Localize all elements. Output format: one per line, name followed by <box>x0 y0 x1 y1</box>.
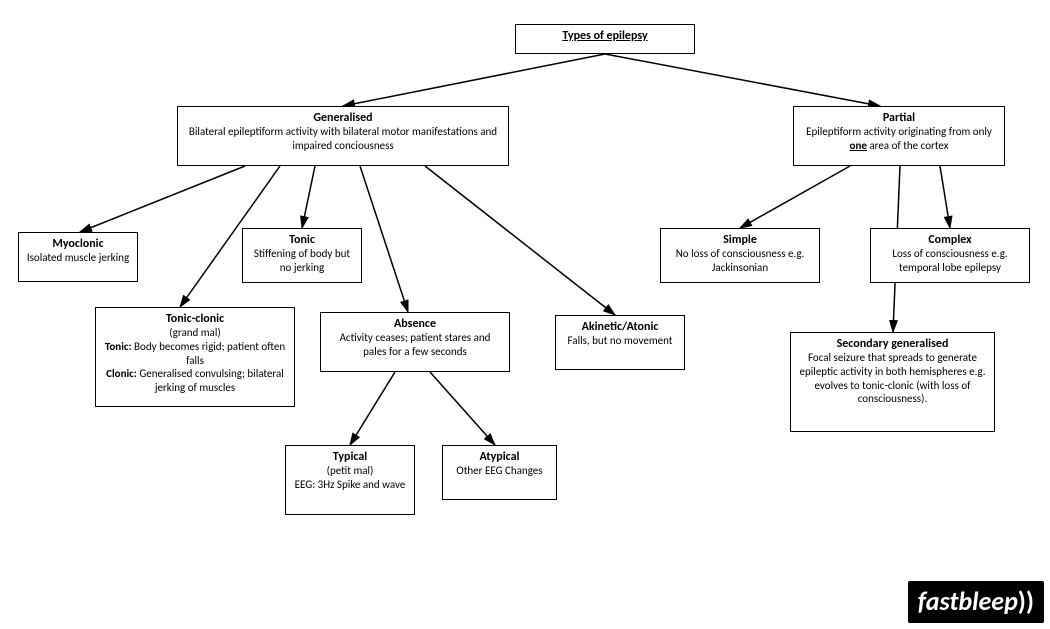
edge <box>302 166 315 228</box>
node-myoclonic: MyoclonicIsolated muscle jerking <box>18 232 138 282</box>
node-myoclonic-desc: Isolated muscle jerking <box>25 251 131 265</box>
node-root: Types of epilepsy <box>515 24 695 54</box>
node-generalised-desc: Bilateral epileptiform activity with bil… <box>184 125 502 153</box>
edge <box>425 166 615 315</box>
node-atypical-title: Atypical <box>449 450 550 464</box>
node-root-title: Types of epilepsy <box>522 29 688 43</box>
node-atypical-desc: Other EEG Changes <box>449 464 550 478</box>
node-simple: SimpleNo loss of consciousness e.g. Jack… <box>660 228 820 283</box>
edge <box>343 54 605 106</box>
node-atypical: AtypicalOther EEG Changes <box>442 445 557 500</box>
node-complex-title: Complex <box>877 233 1023 247</box>
node-akinetic: Akinetic/AtonicFalls, but no movement <box>555 315 685 370</box>
node-generalised: GeneralisedBilateral epileptiform activi… <box>177 106 509 166</box>
node-simple-title: Simple <box>667 233 813 247</box>
logo-suffix: )) <box>1018 585 1034 617</box>
node-partial-desc: Epileptiform activity originating from o… <box>800 125 998 153</box>
node-tonicclonic: Tonic-clonic(grand mal)Tonic: Body becom… <box>95 307 295 407</box>
node-partial: PartialEpileptiform activity originating… <box>793 106 1005 166</box>
logo-text: fastbleep <box>918 585 1018 617</box>
node-myoclonic-title: Myoclonic <box>25 237 131 251</box>
edge <box>740 166 850 228</box>
node-absence-title: Absence <box>327 317 503 331</box>
node-tonicclonic-desc: (grand mal)Tonic: Body becomes rigid; pa… <box>102 326 288 395</box>
node-secondary: Secondary generalisedFocal seizure that … <box>790 332 995 432</box>
edge <box>430 372 495 445</box>
node-partial-title: Partial <box>800 111 998 125</box>
node-complex-desc: Loss of consciousness e.g. temporal lobe… <box>877 247 1023 275</box>
node-absence-desc: Activity ceases; patient stares and pale… <box>327 331 503 359</box>
edge <box>350 372 395 445</box>
edge <box>360 166 408 312</box>
node-tonic: TonicStiffening of body but no jerking <box>242 228 362 283</box>
node-generalised-title: Generalised <box>184 111 502 125</box>
edge <box>940 166 950 228</box>
node-typical: Typical(petit mal)EEG: 3Hz Spike and wav… <box>285 445 415 515</box>
node-secondary-title: Secondary generalised <box>797 337 988 351</box>
edge <box>605 54 880 106</box>
edge <box>80 166 245 232</box>
node-akinetic-desc: Falls, but no movement <box>562 334 678 348</box>
node-secondary-desc: Focal seizure that spreads to generate e… <box>797 351 988 406</box>
node-tonic-title: Tonic <box>249 233 355 247</box>
node-complex: ComplexLoss of consciousness e.g. tempor… <box>870 228 1030 283</box>
node-absence: AbsenceActivity ceases; patient stares a… <box>320 312 510 372</box>
node-typical-title: Typical <box>292 450 408 464</box>
node-simple-desc: No loss of consciousness e.g. Jackinsoni… <box>667 247 813 275</box>
logo: fastbleep)) <box>908 581 1044 623</box>
node-typical-desc: (petit mal)EEG: 3Hz Spike and wave <box>292 464 408 492</box>
node-tonicclonic-title: Tonic-clonic <box>102 312 288 326</box>
node-tonic-desc: Stiffening of body but no jerking <box>249 247 355 275</box>
node-akinetic-title: Akinetic/Atonic <box>562 320 678 334</box>
